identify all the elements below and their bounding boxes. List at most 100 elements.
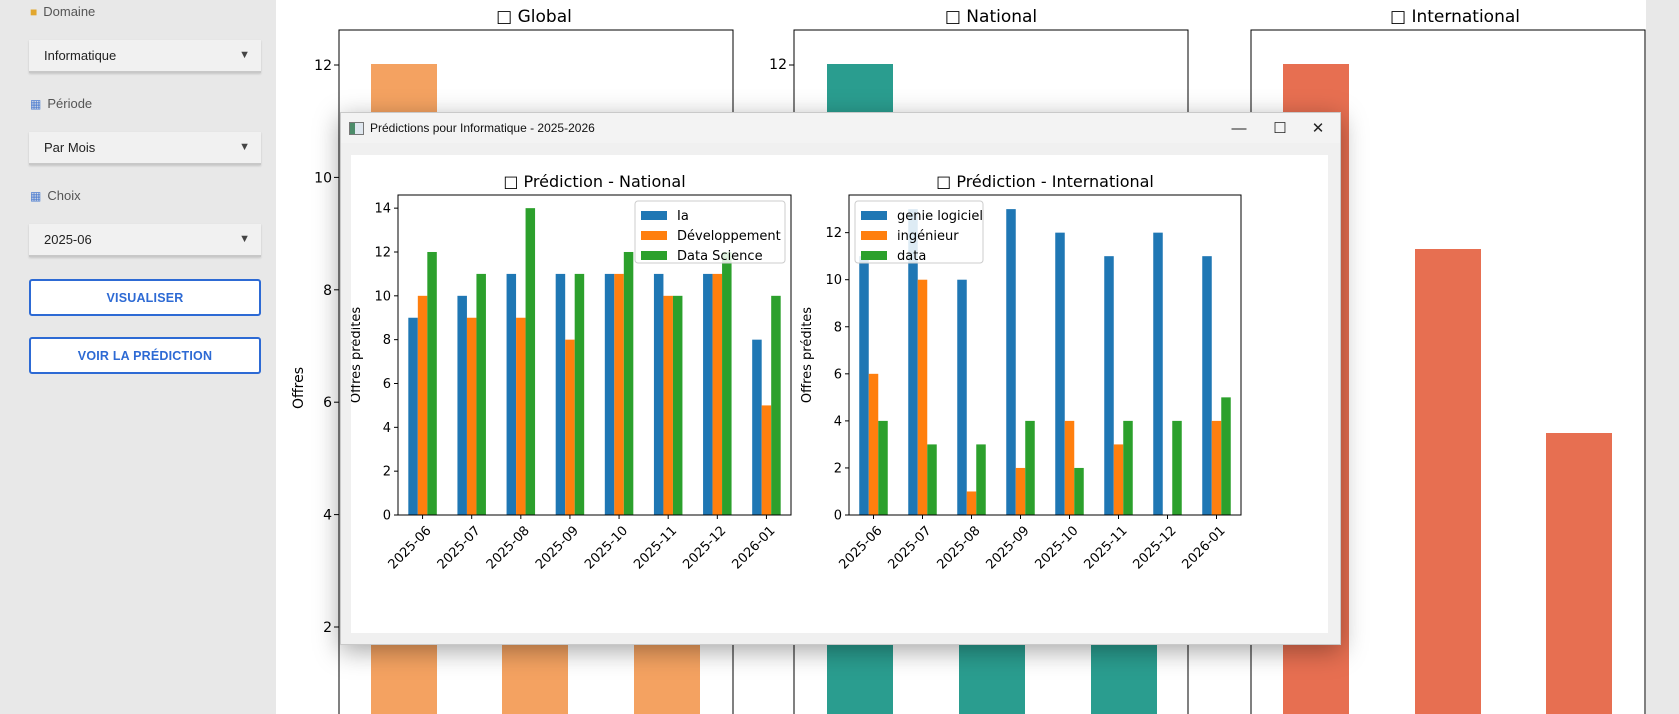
close-button[interactable]: ✕ xyxy=(1311,120,1325,137)
legend-label: Développement xyxy=(677,229,781,244)
bar-data-science-2025-08 xyxy=(525,208,536,515)
legend-label: data xyxy=(897,249,926,264)
ytick-label: 4 xyxy=(834,414,842,429)
dialog-titlebar[interactable]: Prédictions pour Informatique - 2025-202… xyxy=(341,113,1340,143)
national-title: □ National xyxy=(945,7,1037,27)
bar-data-science-2025-11 xyxy=(672,295,683,515)
bar-ia-2025-11 xyxy=(653,273,664,515)
background-ytick-label: 12 xyxy=(314,58,332,74)
y-axis-label: Offres prédites xyxy=(800,307,815,403)
dropdown-arrow-icon: ▼ xyxy=(239,141,250,153)
periode-select[interactable]: Par Mois ▼ xyxy=(29,132,261,165)
bar-genie-logiciel-2025-11 xyxy=(1104,256,1114,515)
minimize-button[interactable]: — xyxy=(1231,119,1247,137)
bar-ia-2025-07 xyxy=(457,295,467,515)
legend: Ia Développement Data Science xyxy=(634,200,786,264)
xtick-label: 2025-08 xyxy=(484,523,533,572)
bar-ingénieur-2025-06 xyxy=(868,373,879,515)
bar-data-2025-12 xyxy=(1172,420,1182,515)
bar-data-science-2026-01 xyxy=(771,295,781,515)
periode-label-row: ▦ Période xyxy=(30,96,92,111)
legend-swatch xyxy=(641,211,667,220)
bar-développement-2025-09 xyxy=(565,339,575,515)
bar-développement-2025-08 xyxy=(516,317,526,515)
xtick-label: 2025-08 xyxy=(935,523,984,572)
legend-label: ingénieur xyxy=(897,229,959,244)
background-ytick-label: 10 xyxy=(314,170,332,186)
bar-ingénieur-2026-01 xyxy=(1211,420,1222,515)
bar-data-science-2025-06 xyxy=(427,251,437,515)
international-bar xyxy=(1415,249,1481,714)
legend-box xyxy=(634,200,786,264)
global-bar-bottom xyxy=(634,640,700,714)
bar-développement-2026-01 xyxy=(761,405,772,515)
chart-title: □ Prédiction - International xyxy=(936,172,1154,191)
bar-ingénieur-2025-10 xyxy=(1064,420,1075,515)
bar-data-2025-08 xyxy=(976,444,986,515)
bar-ingénieur-2025-07 xyxy=(917,279,928,515)
legend-swatch xyxy=(641,231,667,240)
bar-data-2026-01 xyxy=(1221,397,1231,515)
xtick-label: 2025-12 xyxy=(680,523,729,572)
ytick-label: 4 xyxy=(383,421,391,436)
xtick-label: 2025-11 xyxy=(1082,523,1131,572)
choix-value: 2025-06 xyxy=(44,232,92,247)
xtick-label: 2025-06 xyxy=(386,523,435,572)
xtick-label: 2025-11 xyxy=(631,523,680,572)
voir-prediction-button[interactable]: VOIR LA PRÉDICTION xyxy=(29,337,261,374)
bar-data-2025-07 xyxy=(927,444,937,515)
bar-data-science-2025-10 xyxy=(623,251,634,515)
legend-label: Ia xyxy=(677,209,689,224)
bar-ingénieur-2025-09 xyxy=(1015,467,1026,515)
xtick-label: 2025-07 xyxy=(886,523,935,572)
ytick-label: 6 xyxy=(834,367,842,382)
legend-swatch xyxy=(641,251,667,260)
bar-développement-2025-10 xyxy=(614,273,624,515)
ytick-label: 12 xyxy=(374,245,391,260)
national-ytick: 12 xyxy=(769,57,787,73)
international-title: □ International xyxy=(1390,7,1520,27)
plot-frame xyxy=(397,194,792,516)
chart-title: □ Prédiction - National xyxy=(503,172,685,191)
calendar-icon: ▦ xyxy=(30,96,42,111)
right-margin xyxy=(1646,0,1679,714)
bar-développement-2025-07 xyxy=(466,317,477,515)
bar-data-science-2025-09 xyxy=(574,273,585,515)
national-panel: □ National 12 xyxy=(769,7,1189,714)
domaine-value: Informatique xyxy=(44,48,117,63)
bar-genie-logiciel-2025-07 xyxy=(908,209,918,515)
ytick-label: 8 xyxy=(834,320,842,335)
ytick-label: 0 xyxy=(383,509,391,524)
global-bar-bottom xyxy=(371,640,437,714)
periode-value: Par Mois xyxy=(44,140,96,155)
legend-label: genie logiciel xyxy=(897,209,983,224)
xtick-label: 2026-01 xyxy=(729,523,778,572)
choix-select[interactable]: 2025-06 ▼ xyxy=(29,224,261,257)
ytick-label: 10 xyxy=(825,273,842,288)
visualiser-button[interactable]: VISUALISER xyxy=(29,279,261,316)
background-ytick-label: 2 xyxy=(323,620,332,636)
national-bar-bottom xyxy=(1091,640,1157,714)
xtick-label: 2025-07 xyxy=(435,523,484,572)
ytick-label: 6 xyxy=(383,377,391,392)
calendar-icon: ▦ xyxy=(30,188,42,203)
bar-genie-logiciel-2025-09 xyxy=(1006,209,1016,515)
prediction-chart-international: □ Prédiction - International Offres prédi… xyxy=(800,172,1242,572)
plot-frame xyxy=(848,194,1242,516)
xtick-label: 2025-09 xyxy=(533,523,582,572)
dropdown-arrow-icon: ▼ xyxy=(239,233,250,245)
bar-genie-logiciel-2025-12 xyxy=(1153,232,1163,515)
bar-data-science-2025-07 xyxy=(476,273,486,515)
xtick-label: 2025-10 xyxy=(1033,523,1082,572)
maximize-button[interactable]: ☐ xyxy=(1273,120,1287,137)
bar-ia-2026-01 xyxy=(752,339,762,515)
periode-label: Période xyxy=(47,96,93,111)
bar-data-science-2025-12 xyxy=(722,251,732,515)
national-bar-bottom xyxy=(959,640,1025,714)
folder-icon: ■ xyxy=(30,4,38,19)
ytick-label: 8 xyxy=(383,333,391,348)
domaine-select[interactable]: Informatique ▼ xyxy=(29,40,261,73)
bar-ia-2025-09 xyxy=(555,273,566,515)
